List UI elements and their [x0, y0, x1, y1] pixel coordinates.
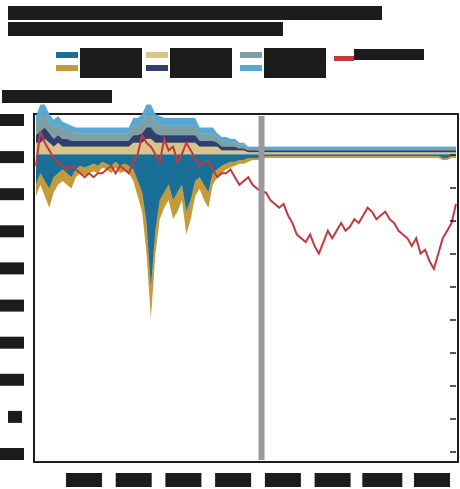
x-axis	[66, 473, 450, 487]
y-tick-box-5	[0, 262, 24, 275]
area-series-1	[36, 154, 456, 288]
x-tick-box-5	[264, 473, 301, 487]
area-series-4	[36, 127, 456, 153]
chart-header	[8, 6, 382, 36]
y-tick-box-9	[8, 410, 22, 423]
title-box-2	[8, 22, 283, 36]
area-series-group	[36, 104, 456, 319]
legend	[56, 48, 424, 78]
x-tick-box-2	[115, 473, 152, 487]
y-tick-box-3	[0, 188, 24, 201]
y-tick-box-10	[0, 448, 24, 460]
y-tick-box-4	[0, 225, 24, 238]
line-series-1	[35, 130, 457, 272]
x-tick-box-1	[66, 473, 102, 487]
x-tick-box-4	[215, 473, 252, 487]
legend-swatch-4	[334, 56, 354, 61]
area-series-5	[36, 114, 456, 151]
area-series-6	[36, 104, 456, 149]
area-series-3	[36, 138, 456, 155]
divider-group	[258, 116, 265, 460]
x-tick-box-3	[165, 473, 202, 487]
legend-swatch-1a	[56, 52, 78, 58]
legend-swatch-2b	[146, 65, 168, 71]
legend-label-box-2	[170, 48, 232, 78]
legend-label-box-1	[80, 48, 142, 78]
legend-swatch-3b	[240, 65, 262, 71]
title-box-1	[8, 6, 382, 20]
legend-swatch-3a	[240, 52, 262, 58]
legend-swatch-2a	[146, 52, 168, 58]
legend-label-box-3	[264, 48, 326, 78]
x-tick-box-7	[362, 473, 403, 487]
y-tick-box-7	[0, 336, 24, 349]
y-tick-box-1	[0, 114, 24, 126]
y-axis-left	[0, 114, 24, 460]
legend-label-box-4	[354, 49, 424, 60]
x-tick-box-6	[314, 473, 351, 487]
line-series-group	[35, 130, 457, 272]
y-axis-right	[450, 154, 456, 453]
area-series-2	[36, 156, 456, 319]
y-tick-box-6	[0, 299, 24, 312]
period-divider	[258, 116, 265, 460]
y-tick-box-2	[0, 151, 24, 164]
x-tick-box-8	[414, 473, 450, 487]
legend-swatch-1b	[56, 65, 78, 71]
y-tick-box-8	[0, 373, 24, 386]
axis-unit-label-box	[2, 90, 112, 103]
